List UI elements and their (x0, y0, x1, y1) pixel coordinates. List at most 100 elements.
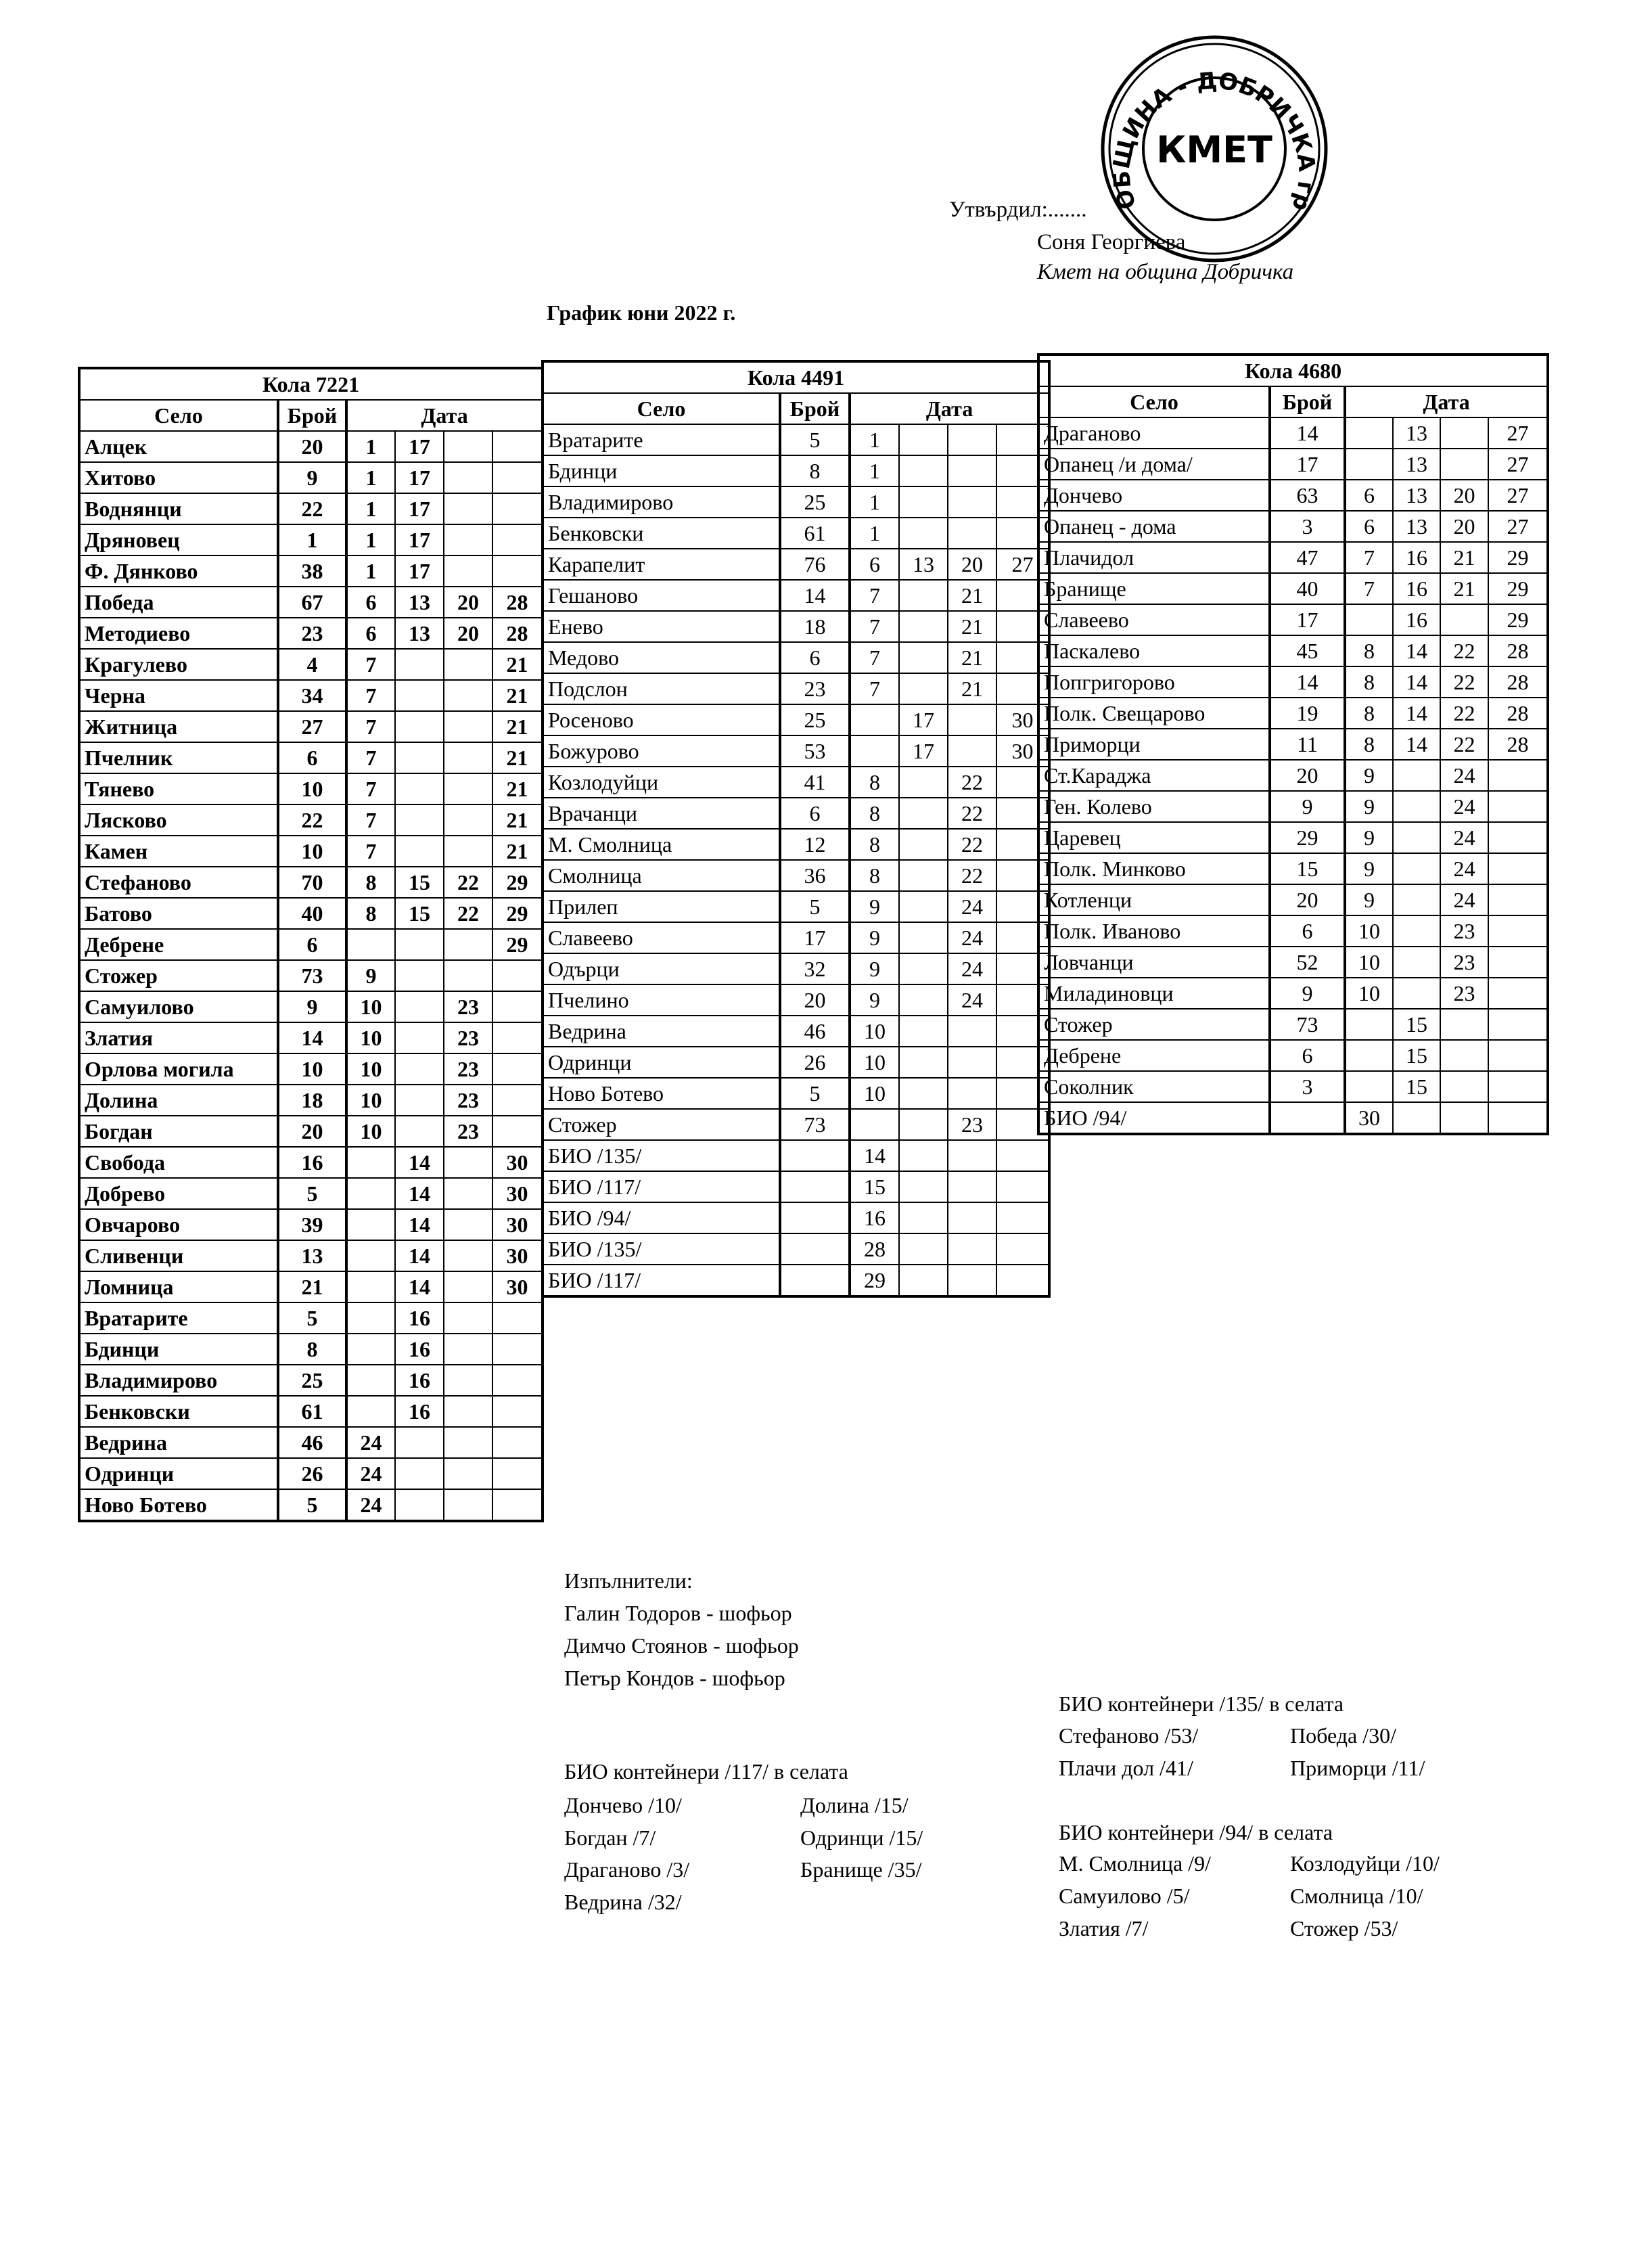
date-cell: 17 (394, 493, 444, 525)
date-cell (394, 1489, 444, 1522)
village-cell: Бенковски (78, 1395, 279, 1428)
date-cell (443, 959, 493, 992)
date-cell: 30 (491, 1240, 544, 1272)
date-cell: 8 (848, 766, 900, 798)
date-cell: 16 (1392, 541, 1441, 574)
date-cell: 23 (1440, 977, 1489, 1009)
count-cell: 6 (1268, 1039, 1346, 1072)
count-cell: 17 (1268, 448, 1346, 480)
date-cell: 7 (1344, 572, 1394, 605)
count-cell: 23 (277, 617, 347, 650)
date-cell: 15 (1392, 1039, 1441, 1072)
table-row: Камен 10 7 21 (78, 835, 544, 867)
count-cell: 9 (1268, 977, 1346, 1009)
table-row: Ново Ботево 5 10 (542, 1077, 1051, 1110)
bio-117-item: Бранище /35/ (800, 1857, 922, 1882)
date-cell: 24 (345, 1426, 396, 1459)
count-cell: 34 (277, 679, 347, 712)
table-row: Славеево 17 16 29 (1038, 604, 1549, 636)
date-cell: 21 (947, 673, 997, 705)
table-row: БИО /135/28 (542, 1233, 1051, 1265)
village-cell: Полк. Минково (1038, 853, 1270, 885)
date-cell (394, 1457, 444, 1490)
bio-94-heading: БИО контейнери /94/ в селата (1059, 1820, 1333, 1844)
date-cell (947, 424, 997, 456)
schedule-table-4491: Кола 4491 Село Брой Дата Вратарите 5 1 Бдинци 8 1… (541, 360, 1051, 1298)
date-cell: 8 (1344, 666, 1394, 698)
date-cell: 7 (848, 641, 900, 674)
date-cell: 23 (443, 1022, 493, 1054)
date-cell: 22 (947, 828, 997, 861)
village-cell: Ген. Колево (1038, 790, 1270, 823)
count-cell: 17 (779, 922, 850, 954)
count-cell: 10 (277, 773, 347, 805)
bio-117-item: Богдан /7/ (564, 1825, 656, 1850)
date-cell (491, 461, 544, 494)
bio-117-item: Одринци /15/ (800, 1825, 923, 1850)
village-cell: Соколник (1038, 1070, 1270, 1103)
date-cell: 22 (1440, 666, 1489, 698)
count-cell: 8 (779, 455, 850, 487)
date-cell (947, 517, 997, 549)
date-cell (1344, 1008, 1394, 1041)
village-cell: Попгригорово (1038, 666, 1270, 698)
table-row: Орлова могила 10 10 23 (78, 1053, 544, 1085)
date-cell (491, 430, 544, 463)
date-cell: 14 (394, 1240, 444, 1272)
date-cell: 20 (443, 586, 493, 618)
date-cell (443, 835, 493, 867)
date-cell: 6 (848, 548, 900, 581)
date-cell (1344, 1070, 1394, 1103)
count-cell: 67 (277, 586, 347, 618)
village-cell: БИО /117/ (542, 1264, 781, 1297)
date-cell (394, 648, 444, 681)
village-cell: Златия (78, 1022, 279, 1054)
village-cell: Дончево (1038, 479, 1270, 512)
date-cell: 17 (394, 461, 444, 494)
village-cell: Владимирово (542, 486, 781, 518)
village-cell: Бранище (1038, 572, 1270, 605)
date-cell: 7 (345, 679, 396, 712)
table-row: Воднянци 22 1 17 (78, 493, 544, 525)
date-cell: 21 (491, 804, 544, 836)
village-cell: Славеево (542, 922, 781, 954)
date-cell (491, 524, 544, 556)
village-cell: Дряновец (78, 524, 279, 556)
date-cell (1392, 853, 1441, 885)
date-cell: 6 (345, 586, 396, 618)
count-cell (779, 1171, 850, 1203)
date-cell (394, 679, 444, 712)
date-cell (491, 1084, 544, 1116)
date-cell (394, 742, 444, 774)
date-cell (995, 1264, 1051, 1297)
date-cell (898, 828, 948, 861)
date-cell (1440, 417, 1489, 449)
date-cell (947, 455, 997, 487)
table-row: Дебрене 6 15 (1038, 1039, 1549, 1072)
village-cell: Стожер (78, 959, 279, 992)
date-cell (898, 486, 948, 518)
date-cell: 23 (947, 1108, 997, 1141)
table-row: Попгригорово 14 8 14 22 28 (1038, 666, 1549, 698)
date-cell (1487, 1039, 1549, 1072)
count-cell: 13 (277, 1240, 347, 1272)
page-title: График юни 2022 г. (547, 300, 736, 325)
date-cell: 27 (1487, 479, 1549, 512)
date-cell: 14 (1392, 666, 1441, 698)
village-cell: Вратарите (542, 424, 781, 456)
count-cell: 11 (1268, 728, 1346, 761)
date-cell: 20 (1440, 479, 1489, 512)
date-cell (443, 1271, 493, 1303)
date-cell (345, 1177, 396, 1210)
date-cell: 10 (1344, 977, 1394, 1009)
village-cell: Паскалево (1038, 635, 1270, 667)
village-cell: Алцек (78, 430, 279, 463)
bio-135-item: Плачи дол /41/ (1059, 1756, 1193, 1780)
village-cell: Царевец (1038, 821, 1270, 854)
date-cell: 21 (491, 679, 544, 712)
count-column-header: Брой (779, 392, 850, 425)
date-cell (345, 1271, 396, 1303)
village-cell: Добрево (78, 1177, 279, 1210)
date-cell: 8 (1344, 728, 1394, 761)
date-cell (947, 1202, 997, 1234)
